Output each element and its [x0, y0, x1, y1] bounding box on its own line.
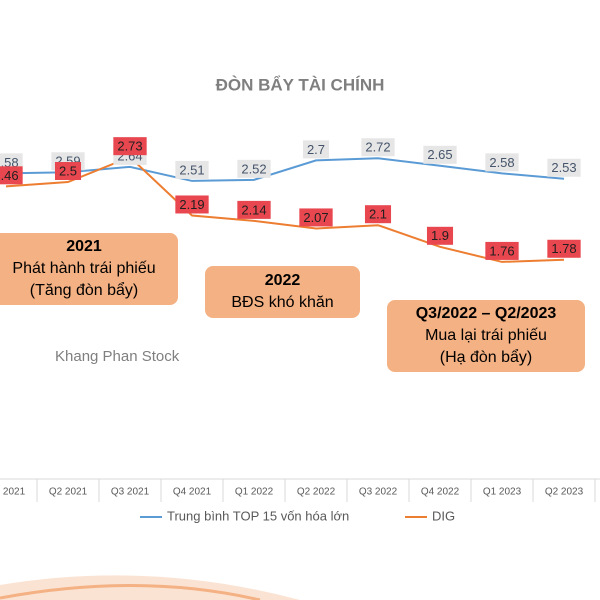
data-label: 2.07: [299, 208, 333, 227]
watermark: Khang Phan Stock: [55, 348, 180, 365]
data-label-box: [299, 208, 333, 227]
x-tick-label: Q1 2021: [0, 487, 26, 498]
data-label: 2.1: [364, 205, 392, 224]
data-label-text: 2.53: [551, 160, 576, 175]
annotation-box: [0, 233, 178, 305]
data-label-text: 2.73: [117, 139, 142, 154]
annotation-text: 2021: [66, 238, 102, 255]
annotation-text: 2022: [265, 272, 301, 289]
data-label-text: 2.52: [241, 161, 266, 176]
data-label: 2.73: [113, 137, 147, 156]
data-label-box: [426, 226, 454, 245]
data-label-text: 1.9: [431, 228, 449, 243]
data-label-text: 2.72: [365, 140, 390, 155]
annotation-text: BĐS khó khăn: [231, 294, 333, 311]
annotation-text: Mua lại trái phiếu: [425, 327, 547, 344]
series-line: [5, 155, 565, 263]
data-label: 2.14: [237, 200, 271, 219]
data-label-text: 2.58: [489, 155, 514, 170]
decoration: [0, 583, 261, 600]
data-label-box: [485, 153, 519, 172]
data-label: 2.58: [485, 153, 519, 172]
decoration: [0, 575, 300, 600]
annotation-text: Q3/2022 – Q2/2023: [416, 305, 557, 322]
data-label: 1.9: [426, 226, 454, 245]
data-label: 2.65: [423, 145, 457, 164]
annotation-text: Phát hành trái phiếu: [12, 260, 155, 277]
data-label-box: [485, 241, 519, 260]
data-label-box: [364, 205, 392, 224]
data-label-text: 2.46: [0, 168, 19, 183]
data-label: 1.78: [547, 239, 581, 258]
data-label: 2.5: [54, 162, 82, 180]
data-label: 2.53: [547, 158, 581, 177]
legend-label: DIG: [432, 508, 455, 523]
data-label-text: 2.65: [427, 147, 452, 162]
legend-label: Trung bình TOP 15 vốn hóa lớn: [167, 508, 349, 523]
annotation-text: (Tăng đòn bẩy): [30, 281, 139, 299]
data-label-box: [113, 137, 147, 156]
data-label-text: 2.5: [59, 163, 77, 178]
x-tick-label: Q1 2022: [235, 487, 274, 498]
data-label-text: 1.76: [489, 243, 514, 258]
x-tick-label: Q1 2023: [483, 487, 522, 498]
data-label: 1.76: [485, 241, 519, 260]
data-label: 2.7: [302, 140, 330, 159]
data-label: 2.19: [175, 195, 209, 214]
x-tick-label: Q2 2021: [49, 487, 88, 498]
data-label-box: [361, 138, 395, 157]
data-label-box: [0, 166, 23, 185]
annotation-text: (Hạ đòn bẩy): [440, 348, 533, 366]
data-label-text: 2.51: [179, 162, 204, 177]
x-tick-label: Q3 2022: [359, 487, 398, 498]
data-label-box: [423, 145, 457, 164]
data-label-text: 2.07: [303, 210, 328, 225]
x-tick-label: Q2 2023: [545, 487, 584, 498]
x-tick-label: Q3 2021: [111, 487, 150, 498]
data-label-text: 2.14: [241, 202, 266, 217]
chart-title: ĐÒN BẨY TÀI CHÍNH: [216, 75, 385, 94]
data-label-box: [237, 159, 271, 178]
data-label-text: 1.78: [551, 241, 576, 256]
data-label: 2.52: [237, 159, 271, 178]
data-label: 2.72: [361, 138, 395, 157]
data-label-box: [175, 160, 209, 179]
data-label-box: [302, 140, 330, 159]
data-label-box: [547, 158, 581, 177]
x-tick-label: Q4 2021: [173, 487, 212, 498]
data-label-text: 2.7: [307, 142, 325, 157]
data-label-box: [547, 239, 581, 258]
data-label-text: 2.58: [0, 155, 19, 170]
x-tick-label: Q2 2022: [297, 487, 336, 498]
series-line: [5, 157, 565, 182]
data-label: 2.51: [175, 160, 209, 179]
data-label-text: 2.1: [369, 207, 387, 222]
data-label-box: [237, 200, 271, 219]
data-label: 2.46: [0, 166, 23, 185]
data-label-box: [54, 162, 82, 180]
annotation-box: [205, 266, 360, 318]
data-label-text: 2.19: [179, 197, 204, 212]
data-label-box: [175, 195, 209, 214]
x-tick-label: Q4 2022: [421, 487, 460, 498]
annotation-box: [387, 300, 585, 372]
